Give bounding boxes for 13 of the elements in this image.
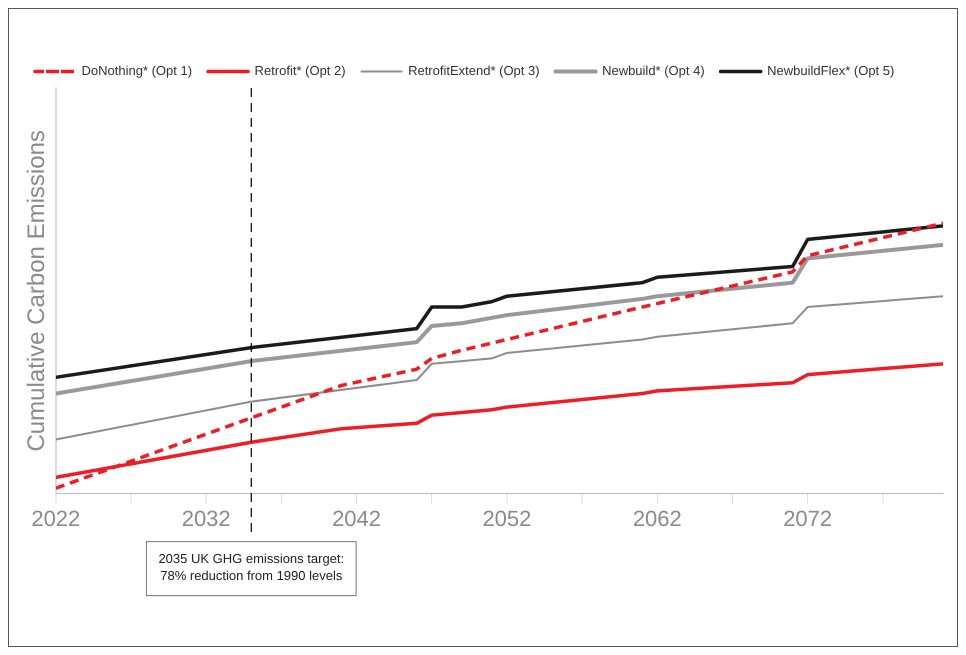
x-tick-label: 2032 [182, 506, 231, 531]
legend-label: Newbuild* (Opt 4) [602, 63, 705, 78]
x-tick-label: 2042 [332, 506, 382, 531]
ref-line-label: 2035 UK GHG emissions target: 78% reduction from 1990 levels [158, 551, 344, 584]
legend-label: DoNothing* (Opt 1) [82, 63, 192, 78]
x-tick-label: 2052 [482, 506, 532, 531]
x-tick-label: 2072 [783, 506, 832, 531]
x-tick-label: 2062 [632, 506, 682, 531]
x-tick-label: 2022 [31, 506, 80, 531]
legend-label: NewbuildFlex* (Opt 5) [767, 63, 894, 78]
legend-label: RetrofitExtend* (Opt 3) [408, 63, 540, 78]
y-axis-title: Cumulative Carbon Emissions [23, 130, 50, 452]
legend-label: Retrofit* (Opt 2) [254, 63, 346, 78]
